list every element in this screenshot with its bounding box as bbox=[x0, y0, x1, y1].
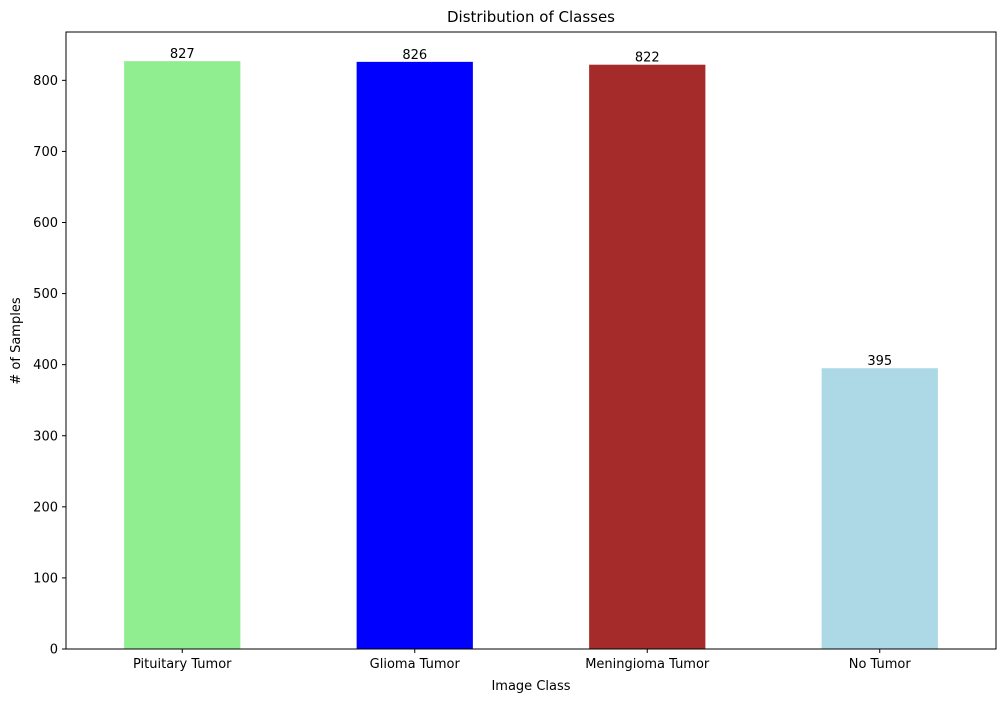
x-axis-label: Image Class bbox=[491, 679, 570, 694]
x-axis: Pituitary Tumor Glioma Tumor Meningioma Tu… bbox=[133, 649, 911, 672]
y-tick-label: 400 bbox=[33, 358, 58, 373]
x-tick-label: Pituitary Tumor bbox=[133, 657, 232, 672]
bar-group bbox=[124, 61, 938, 650]
bar bbox=[821, 368, 938, 649]
chart-title: Distribution of Classes bbox=[447, 8, 615, 26]
y-tick-label: 600 bbox=[33, 216, 58, 231]
bar bbox=[356, 61, 473, 649]
bar-value-label: 822 bbox=[635, 51, 660, 66]
y-tick-label: 700 bbox=[33, 145, 58, 160]
x-tick-label: Meningioma Tumor bbox=[585, 657, 710, 672]
data-label-group: 827 826 822 395 bbox=[170, 47, 892, 369]
x-tick-label: Glioma Tumor bbox=[370, 657, 461, 672]
y-tick-label: 300 bbox=[33, 429, 58, 444]
y-tick-label: 200 bbox=[33, 500, 58, 515]
y-axis-label: # of Samples bbox=[9, 297, 24, 384]
y-tick-label: 800 bbox=[33, 74, 58, 89]
y-tick-label: 0 bbox=[50, 643, 58, 658]
bar-value-label: 826 bbox=[402, 48, 427, 63]
y-tick-label: 100 bbox=[33, 571, 58, 586]
bar bbox=[589, 64, 706, 649]
y-tick-label: 500 bbox=[33, 287, 58, 302]
bar bbox=[124, 61, 241, 650]
y-axis: 0 100 200 300 400 500 600 700 800 bbox=[33, 74, 66, 658]
plot-frame bbox=[65, 31, 997, 650]
bar-value-label: 827 bbox=[170, 47, 195, 62]
x-tick-label: No Tumor bbox=[849, 657, 912, 672]
bar-value-label: 395 bbox=[867, 354, 892, 369]
